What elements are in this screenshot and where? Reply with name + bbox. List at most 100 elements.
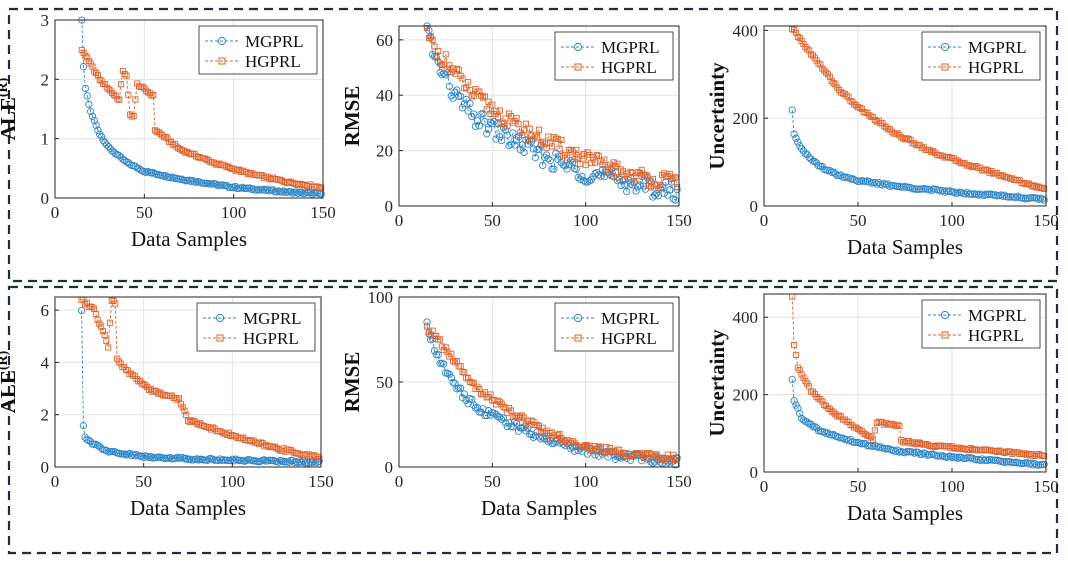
panel-0-0-point-hgprl — [121, 70, 128, 78]
panel-1-2-point-hgprl — [1041, 453, 1048, 460]
panel-0-2-point-hgprl — [965, 162, 972, 169]
panel-1-0-point-hgprl — [179, 404, 186, 411]
panel-0-2-point-mgprl — [925, 185, 934, 194]
panel-0-1-x-tick-label: 150 — [666, 211, 692, 230]
panel-0-1-point-hgprl — [513, 114, 520, 121]
panel-0-0-point-mgprl — [249, 185, 257, 193]
panel-0-0: 0 50 100 150 0 1 2 3 Data Samples ALE(R) MGPRLHGPR… — [0, 11, 336, 251]
panel-0-1-y-tick-label: 0 — [385, 197, 394, 216]
panel-1-2-point-mgprl — [901, 449, 909, 457]
panel-0-1-point-mgprl — [613, 176, 622, 185]
panel-1-2-point-hgprl — [819, 398, 826, 405]
panel-1-0-point-mgprl — [147, 452, 155, 461]
panel-0-1-point-hgprl — [638, 166, 645, 173]
panel-1-0-point-mgprl — [214, 456, 222, 465]
panel-0-1-point-hgprl — [455, 66, 462, 73]
panel-0-0-axes-box — [54, 19, 324, 199]
panel-0-0-point-mgprl — [104, 143, 113, 151]
panel-0-2-point-mgprl — [1034, 195, 1043, 203]
panel-1-1-point-mgprl — [455, 384, 463, 392]
panel-1-0-point-mgprl — [173, 453, 182, 461]
panel-0-1-point-mgprl — [533, 145, 541, 154]
panel-1-2-point-hgprl — [1001, 449, 1008, 456]
panel-0-1-point-hgprl — [668, 175, 675, 182]
panel-0-2-point-hgprl — [1031, 182, 1038, 189]
panel-0-1-point-mgprl — [499, 124, 508, 132]
panel-0-1-point-mgprl — [505, 141, 513, 150]
panel-0-0-point-mgprl — [231, 183, 240, 191]
panel-0-1-point-mgprl — [484, 125, 493, 133]
panel-1-2-point-hgprl — [918, 440, 925, 448]
panel-0-1-point-mgprl — [666, 186, 674, 194]
panel-1-1-series-hgprl — [423, 323, 681, 464]
panel-1-0-point-mgprl — [90, 440, 98, 448]
panel-0-2-point-hgprl — [819, 65, 826, 72]
panel-0-2-point-hgprl — [817, 61, 824, 68]
panel-0-1-point-mgprl — [520, 148, 528, 157]
panel-1-2-x-tick-label: 50 — [850, 477, 867, 496]
panel-0-2-point-mgprl — [880, 179, 888, 188]
panel-1-0-point-hgprl — [124, 367, 131, 374]
panel-0-1-point-mgprl — [507, 140, 515, 148]
panel-1-0-point-hgprl — [117, 360, 124, 367]
panel-1-0-x-axis-label: Data Samples — [130, 496, 246, 520]
panel-0-2-point-mgprl — [1038, 195, 1046, 203]
panel-1-2-series-hgprl — [789, 293, 1048, 460]
panel-0-0-point-mgprl — [90, 116, 98, 125]
panel-0-2-point-hgprl — [858, 105, 865, 112]
panel-0-2-series-hgprl — [789, 26, 1048, 192]
panel-1-1-legend-box — [554, 302, 674, 352]
panel-1-2-point-mgprl — [807, 420, 815, 428]
panel-0-2-point-mgprl — [854, 177, 862, 186]
panel-1-1-point-hgprl — [457, 363, 464, 370]
panel-0-0-point-hgprl — [239, 167, 246, 174]
panel-0-1-point-hgprl — [476, 88, 483, 95]
panel-0-1-point-hgprl — [481, 93, 488, 100]
panel-1-1-point-mgprl — [501, 419, 510, 427]
panel-1-1-legend-marker-mgprl — [573, 313, 583, 323]
panel-1-1-point-mgprl — [460, 390, 468, 398]
panel-0-2-y-tick-label: 200 — [733, 109, 759, 128]
panel-1-2-legend-marker-hgprl — [941, 331, 949, 339]
panel-1-2-point-hgprl — [892, 423, 899, 430]
panel-1-1-point-hgprl — [423, 323, 431, 330]
panel-0-2-point-hgprl — [794, 33, 801, 40]
panel-0-2-point-mgprl — [927, 187, 935, 195]
panel-1-0-point-hgprl — [188, 417, 195, 424]
panel-1-2-point-hgprl — [862, 431, 869, 438]
panel-0-2-point-hgprl — [828, 78, 835, 85]
panel-1-1-y-tick-label: 0 — [385, 458, 394, 477]
panel-1-0-point-mgprl — [145, 453, 153, 462]
panel-1-0-point-mgprl — [182, 454, 190, 463]
panel-1-0-point-hgprl — [89, 304, 96, 311]
panel-1-2-point-hgprl — [890, 421, 897, 428]
panel-1-1-point-mgprl — [578, 447, 586, 455]
panel-0-1-point-hgprl — [448, 69, 455, 76]
panel-1-0-point-mgprl — [92, 440, 100, 448]
panel-1-2-point-mgprl — [908, 448, 917, 456]
panel-0-2-point-hgprl — [806, 47, 813, 54]
panel-0-2-point-hgprl — [1020, 180, 1027, 187]
panel-1-2-point-hgprl — [871, 427, 878, 434]
panel-0-0-point-mgprl — [292, 188, 300, 196]
panel-0-1-point-mgprl — [509, 129, 517, 137]
panel-1-2-point-mgprl — [999, 457, 1007, 466]
panel-1-2-point-mgprl — [1040, 460, 1048, 468]
panel-1-2-legend-box — [921, 299, 1041, 349]
panel-1-0-point-hgprl — [142, 382, 149, 389]
panel-0-2-legend-marker-mgprl — [940, 42, 950, 52]
panel-1-0-point-hgprl — [83, 299, 90, 306]
panel-1-2-x-axis-label: Data Samples — [847, 501, 963, 525]
panel-0-1-point-hgprl — [429, 36, 436, 43]
panel-0-2-axes-box — [763, 25, 1047, 207]
panel-0-2-point-mgprl — [792, 134, 800, 142]
panel-1-2-point-hgprl — [896, 422, 903, 430]
panel-0-2-point-hgprl — [879, 120, 886, 127]
panel-0-2-point-mgprl — [831, 170, 840, 178]
panel-0-1-point-hgprl — [532, 132, 539, 139]
panel-1-0-x-tick-label: 100 — [220, 472, 246, 491]
panel-0-1-point-mgprl — [634, 183, 642, 191]
